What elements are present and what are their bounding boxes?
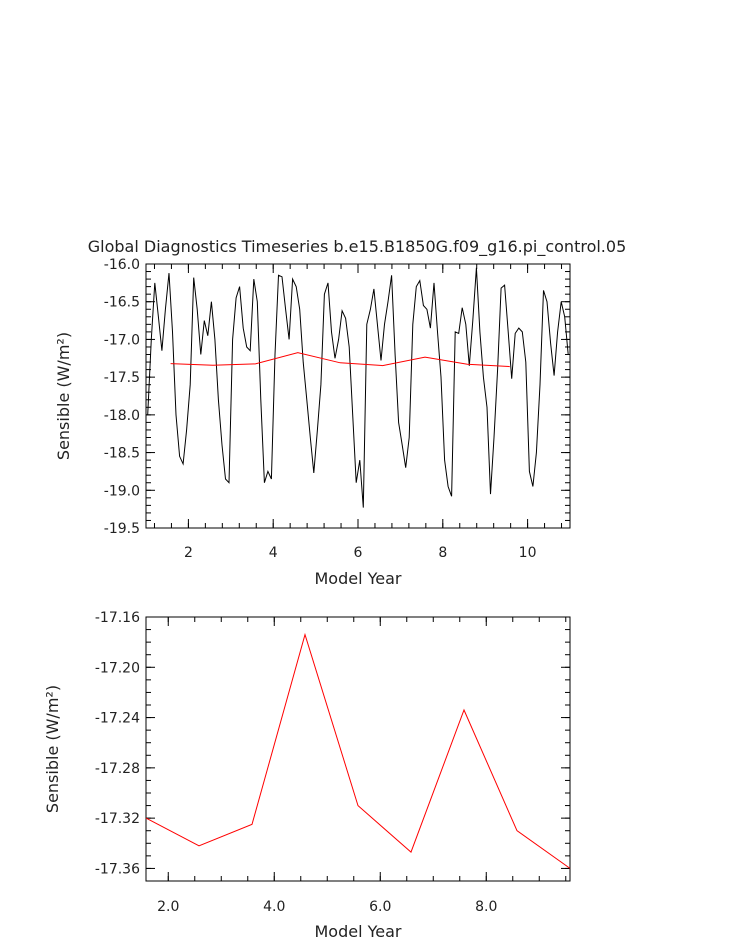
top-x-axis-label: Model Year (315, 569, 402, 588)
bottom-ytick-label: -17.16 (95, 610, 140, 626)
bottom-ytick-label: -17.32 (95, 811, 140, 827)
top-ytick-label: -17.5 (104, 370, 140, 386)
top-xtick-label: 8 (438, 545, 447, 561)
bottom-y-axis-label: Sensible (W/m²) (43, 685, 62, 813)
top-ticks: -16.0 -16.5 -17.0 -17.5 -18.0 -18.5 -19.0 -19.5… (104, 257, 570, 561)
top-series (147, 267, 569, 508)
bottom-xtick-label: 2.0 (157, 899, 179, 915)
top-ytick-label: -19.0 (104, 483, 140, 499)
top-ytick-label: -16.0 (104, 257, 140, 273)
top-xtick-label: 10 (519, 545, 537, 561)
bottom-xtick-label: 6.0 (369, 899, 391, 915)
top-ytick-label: -18.5 (104, 446, 140, 462)
bottom-ticks: -17.16 -17.20 -17.24 -17.28 -17.32 -17.36 2.0 4… (95, 610, 570, 915)
top-y-axis-label: Sensible (W/m²) (54, 332, 73, 460)
bottom-ytick-label: -17.28 (95, 761, 140, 777)
top-series-line-0 (147, 267, 569, 508)
top-chart: -16.0 -16.5 -17.0 -17.5 -18.0 -18.5 -19.0 -19.5… (54, 257, 571, 588)
bottom-ytick-label: -17.24 (95, 711, 140, 727)
top-xtick-label: 4 (269, 545, 278, 561)
top-ytick-label: -19.5 (104, 521, 140, 537)
bottom-series-line-0 (145, 632, 571, 869)
bottom-series (145, 632, 571, 869)
top-ytick-label: -18.0 (104, 408, 140, 424)
top-ytick-label: -17.0 (104, 332, 140, 348)
bottom-xtick-label: 8.0 (475, 899, 497, 915)
top-xtick-label: 2 (184, 545, 193, 561)
bottom-x-axis-label: Model Year (315, 922, 402, 941)
bottom-ytick-label: -17.20 (95, 660, 140, 676)
top-series-line-1 (170, 352, 510, 368)
top-xtick-label: 6 (354, 545, 363, 561)
chart-title: Global Diagnostics Timeseries b.e15.B185… (88, 237, 627, 257)
top-ytick-label: -16.5 (104, 295, 140, 311)
bottom-xtick-label: 4.0 (263, 899, 285, 915)
bottom-plot-frame (145, 616, 571, 882)
bottom-ytick-label: -17.36 (95, 861, 140, 877)
bottom-chart: -17.16 -17.20 -17.24 -17.28 -17.32 -17.36 2.0 4… (43, 610, 571, 941)
